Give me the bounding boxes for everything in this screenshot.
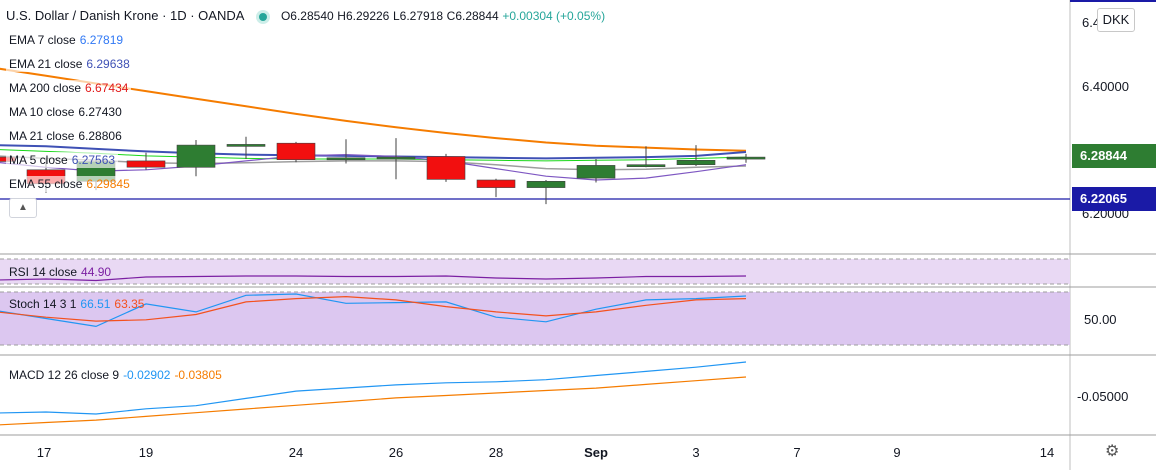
legend-label: MACD 12 26 close 9 (9, 368, 120, 382)
legend-label: Stoch 14 3 1 (9, 297, 77, 311)
legend-label: EMA 7 close (9, 33, 76, 47)
x-tick-label: 9 (893, 445, 900, 460)
x-tick-label: 28 (489, 445, 503, 460)
series-line (0, 155, 747, 171)
candle-body[interactable] (476, 179, 516, 188)
legend-ma-200[interactable]: MA 200 close 6.67434 (6, 80, 132, 96)
legend-label: MA 200 close (9, 81, 82, 95)
x-tick-label: 19 (139, 445, 153, 460)
x-tick-label: 3 (692, 445, 699, 460)
x-tick-label: 14 (1040, 445, 1054, 460)
candle-body[interactable] (126, 160, 166, 168)
legend-label: EMA 55 close (9, 177, 83, 191)
candle-body[interactable] (526, 181, 566, 188)
candle-body[interactable] (226, 144, 266, 147)
symbol-title[interactable]: U.S. Dollar / Danish Krone · 1D · OANDA (6, 8, 244, 23)
chart-header: U.S. Dollar / Danish Krone · 1D · OANDA … (6, 8, 605, 23)
candle-body[interactable] (626, 164, 666, 167)
gear-icon[interactable]: ⚙ (1105, 443, 1120, 460)
x-tick-label: Sep (584, 445, 608, 460)
series-line (0, 153, 747, 181)
legend-label: MA 10 close (9, 105, 75, 119)
legend-macd[interactable]: MACD 12 26 close 9 -0.02902 -0.03805 (6, 367, 225, 383)
currency-button[interactable]: DKK (1097, 8, 1135, 32)
x-tick-label: 7 (793, 445, 800, 460)
ohlc-change: +0.00304 (+0.05%) (502, 9, 606, 23)
legend-value-d: 63.35 (114, 297, 145, 311)
chevron-up-icon: ▲ (18, 202, 28, 213)
x-tick-label: 24 (289, 445, 303, 460)
legend-stoch[interactable]: Stoch 14 3 1 66.51 63.35 (6, 296, 147, 312)
legend-value: 6.27819 (79, 33, 124, 47)
rsi-band (0, 259, 1070, 284)
market-status-dot-icon (259, 12, 268, 21)
legend-value: 44.90 (81, 265, 112, 279)
candle-body[interactable] (276, 142, 316, 160)
legend-ma-10[interactable]: MA 10 close 6.27430 (6, 104, 125, 120)
legend-label: RSI 14 close (9, 265, 78, 279)
collapse-legend-button[interactable]: ▲ (9, 198, 37, 218)
legend-value: 6.27563 (71, 153, 116, 167)
candle-body[interactable] (176, 144, 216, 168)
legend-label: MA 5 close (9, 153, 68, 167)
level-price-label: 6.22065 (1072, 187, 1156, 211)
series-line (0, 149, 747, 162)
legend-value-signal: -0.03805 (174, 368, 222, 382)
price-axis-label-6.40: 6.40000 (1082, 79, 1129, 94)
candle-body[interactable] (576, 165, 616, 179)
legend-value-k: 66.51 (80, 297, 111, 311)
ohlc-open: O6.28540 (280, 9, 334, 23)
x-tick-label: 26 (389, 445, 403, 460)
legend-value: 6.27430 (78, 105, 122, 119)
legend-label: MA 21 close (9, 129, 75, 143)
macd-line (0, 361, 747, 415)
stoch-axis-label: 50.00 (1084, 312, 1117, 327)
legend-value: 6.67434 (85, 81, 129, 95)
legend-ema-55[interactable]: EMA 55 close 6.29845 (6, 176, 133, 192)
legend-ema-7[interactable]: EMA 7 close 6.27819 (6, 32, 127, 48)
stoch-band (0, 292, 1070, 345)
rsi-line (0, 275, 747, 282)
candle-body[interactable] (726, 156, 766, 160)
ohlc-close: C6.28844 (446, 9, 499, 23)
legend-ema-21[interactable]: EMA 21 close 6.29638 (6, 56, 133, 72)
candle-body[interactable] (326, 157, 366, 161)
macd-signal-line (0, 376, 747, 426)
legend-value: 6.28806 (78, 129, 122, 143)
ohlc-high: H6.29226 (337, 9, 390, 23)
candle-body[interactable] (676, 160, 716, 166)
current-price-label: 6.28844 (1072, 144, 1156, 168)
series-line (0, 144, 747, 160)
x-tick-label: 17 (37, 445, 51, 460)
legend-ma-21[interactable]: MA 21 close 6.28806 (6, 128, 125, 144)
candle-body[interactable] (426, 156, 466, 180)
candle-body[interactable] (376, 156, 416, 160)
legend-label: EMA 21 close (9, 57, 83, 71)
legend-rsi[interactable]: RSI 14 close 44.90 (6, 264, 114, 280)
legend-value: 6.29845 (86, 177, 130, 191)
legend-value-macd: -0.02902 (123, 368, 171, 382)
legend-ma-5[interactable]: MA 5 close 6.27563 (6, 152, 119, 168)
legend-value: 6.29638 (86, 57, 130, 71)
macd-axis-label: -0.05000 (1077, 389, 1128, 404)
stoch-d-line (0, 295, 747, 322)
stoch-k-line (0, 293, 747, 328)
price-axis-label-top: 6.4 (1082, 15, 1100, 30)
ohlc-low: L6.27918 (392, 9, 444, 23)
